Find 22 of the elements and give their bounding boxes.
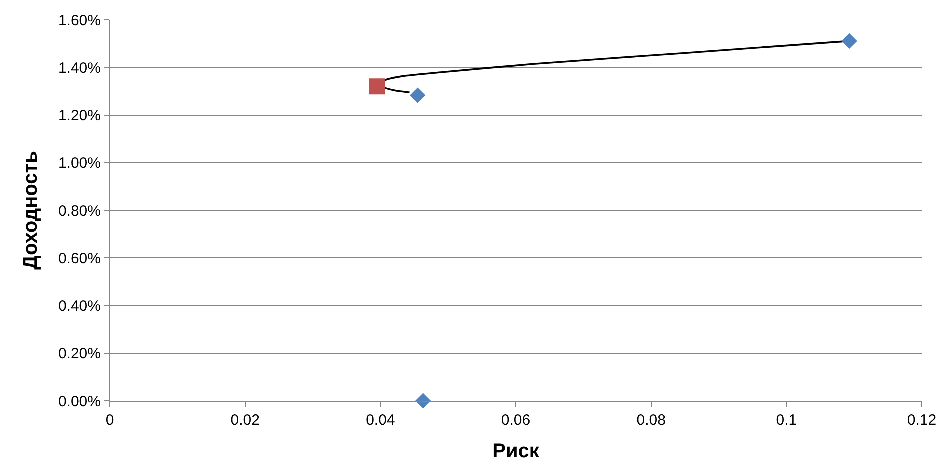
y-tick-label: 1.20% xyxy=(58,108,101,124)
y-tick-label: 0.40% xyxy=(58,298,101,315)
x-tick-label: 0.08 xyxy=(636,412,666,429)
point xyxy=(416,393,432,409)
y-axis-title: Доходность xyxy=(20,151,42,270)
y-tick-label: 0.20% xyxy=(58,346,101,363)
x-tick-label: 0.12 xyxy=(907,412,937,429)
x-tick-label: 0.02 xyxy=(230,412,260,429)
point xyxy=(369,78,386,95)
x-tick-label: 0.04 xyxy=(366,412,396,429)
x-tick-label: 0.1 xyxy=(776,412,798,429)
y-tick-label: 0.80% xyxy=(58,202,101,220)
y-tick-label: 1.60% xyxy=(58,12,101,30)
y-tick-label: 0.60% xyxy=(58,250,101,268)
x-tick-label: 0 xyxy=(106,412,114,429)
x-axis-title: Риск xyxy=(492,440,540,462)
point xyxy=(842,33,858,49)
y-tick-label: 1.00% xyxy=(58,155,101,172)
y-tick-label: 1.40% xyxy=(58,60,101,77)
y-tick-label: 0.00% xyxy=(58,393,101,410)
x-tick-label: 0.06 xyxy=(501,412,531,429)
point xyxy=(410,88,426,104)
